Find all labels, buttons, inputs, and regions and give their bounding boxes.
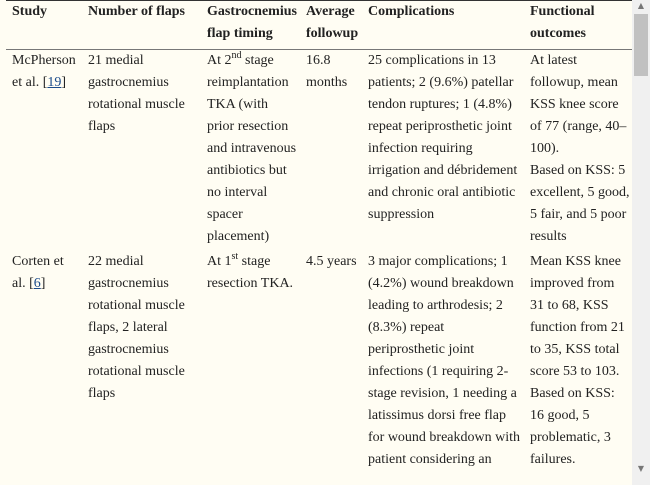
header-complications: Complications (362, 0, 524, 50)
timing-ordinal: st (231, 251, 239, 262)
cell-complications: 3 major complications; 1 (4.2%) wound br… (368, 254, 521, 467)
timing-text-rest: stage resection TKA. (207, 254, 294, 291)
header-timing: Gastrocnemius flap timing (201, 0, 300, 50)
scrollbar-thumb[interactable] (634, 14, 648, 76)
timing-text: At 1 (207, 254, 232, 269)
cell-followup: 4.5 years (306, 254, 357, 269)
cell-complications: 25 complications in 13 patients; 2 (9.6%… (368, 53, 518, 222)
cell-followup: 16.8 months (306, 53, 348, 90)
cell-timing: At 2nd stage reimplantation TKA (with pr… (201, 50, 300, 252)
table-container: Study Number of flaps Gastrocnemius flap… (6, 0, 632, 471)
reference-link[interactable]: 6 (33, 276, 41, 291)
cell-flaps: 22 medial gastrocnemius rotational muscl… (88, 254, 185, 401)
reference-link[interactable]: 19 (47, 75, 62, 90)
cell-flaps: 21 medial gastrocnemius rotational muscl… (88, 53, 185, 134)
table-row: McPherson et al. [19] 21 medial gastrocn… (6, 50, 632, 252)
study-name: McPherson et al. (12, 53, 76, 90)
header-row: Study Number of flaps Gastrocnemius flap… (6, 0, 632, 50)
header-flaps: Number of flaps (82, 0, 201, 50)
table-row: Corten et al. [6] 22 medial gastrocnemiu… (6, 251, 632, 471)
timing-text: At 2 (207, 53, 232, 68)
cell-study: Corten et al. [6] (12, 254, 64, 291)
flap-results-table: Study Number of flaps Gastrocnemius flap… (6, 0, 632, 471)
header-study: Study (6, 0, 82, 50)
scroll-down-arrow-icon[interactable]: ▼ (637, 464, 645, 473)
header-followup: Average followup (300, 0, 362, 50)
cell-outcomes: At latest followup, mean KSS knee score … (530, 53, 630, 244)
header-outcomes: Functional outcomes (524, 0, 632, 50)
timing-text-rest: stage reimplantation TKA (with prior res… (207, 53, 297, 244)
timing-ordinal: nd (231, 50, 242, 61)
cell-timing: At 1st stage resection TKA. (201, 251, 300, 471)
vertical-scrollbar[interactable]: ▲ ▼ (632, 0, 650, 485)
cell-study: McPherson et al. [19] (12, 53, 76, 90)
cell-outcomes: Mean KSS knee improved from 31 to 68, KS… (530, 254, 625, 467)
scroll-up-arrow-icon[interactable]: ▲ (637, 1, 645, 10)
study-name: Corten et al. (12, 254, 64, 291)
